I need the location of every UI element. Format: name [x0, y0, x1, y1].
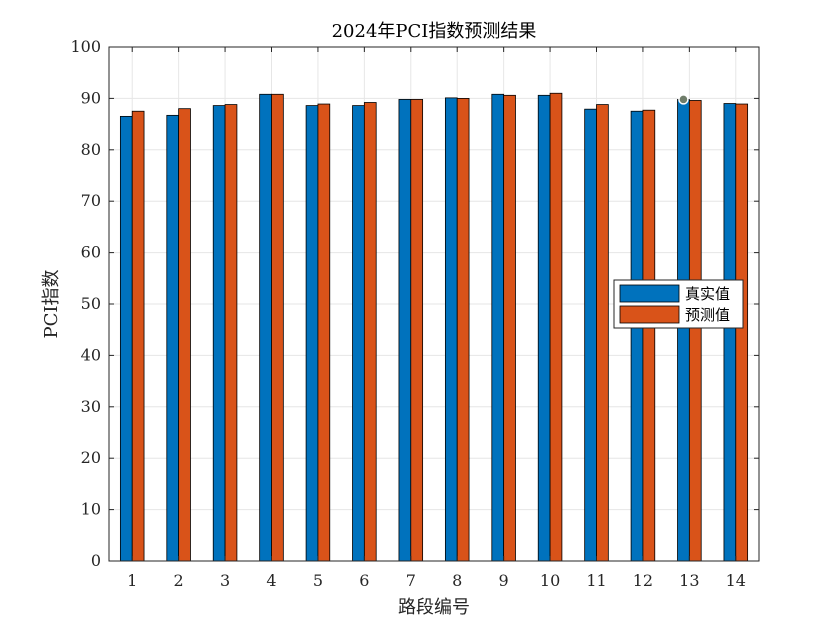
bar-real-6[interactable] [352, 105, 365, 562]
bar-predicted-9[interactable] [503, 94, 516, 562]
x-tick-label: 11 [586, 571, 606, 590]
y-axis-title: PCI指数 [41, 270, 62, 339]
y-tick-label: 50 [81, 294, 101, 313]
bar-real-10[interactable] [537, 94, 551, 562]
bar-real-4[interactable] [259, 93, 272, 562]
bar-predicted-3[interactable] [224, 104, 238, 562]
y-tick-labels: 0 10 20 30 40 50 60 70 80 90 100 [70, 37, 101, 570]
y-tick-label: 60 [81, 243, 101, 262]
x-tick-label: 14 [726, 571, 746, 590]
bar-predicted-13[interactable] [688, 100, 702, 562]
bar-real-13[interactable] [677, 99, 690, 562]
bar-predicted-1[interactable] [131, 110, 145, 562]
bar-real-1[interactable] [119, 115, 133, 562]
bar-predicted-8[interactable] [456, 98, 470, 562]
legend-swatch-real [619, 284, 680, 303]
x-tick-label: 10 [540, 571, 560, 590]
bar-real-11[interactable] [584, 108, 597, 562]
x-tick-label: 3 [220, 571, 230, 590]
bar-real-2[interactable] [166, 114, 180, 562]
legend[interactable]: 真实值 预测值 [613, 279, 744, 329]
y-tick-label: 40 [81, 345, 101, 364]
x-tick-label: 7 [406, 571, 416, 590]
bar-real-5[interactable] [305, 105, 319, 562]
y-tick-label: 90 [81, 88, 101, 107]
x-axis-title: 路段编号 [398, 597, 470, 618]
x-tick-labels: 1 2 3 4 5 6 7 8 9 10 11 12 13 14 [127, 571, 746, 590]
bar-real-7[interactable] [398, 99, 412, 562]
x-tick-label: 4 [266, 571, 276, 590]
x-tick-label: 1 [127, 571, 137, 590]
bar-predicted-6[interactable] [363, 102, 377, 562]
bar-real-8[interactable] [444, 97, 458, 562]
bar-predicted-2[interactable] [178, 108, 191, 562]
bar-predicted-10[interactable] [549, 92, 563, 562]
x-tick-label: 2 [174, 571, 184, 590]
y-tick-label: 80 [81, 140, 101, 159]
x-tick-label: 8 [452, 571, 462, 590]
y-tick-label: 0 [91, 551, 101, 570]
bar-predicted-7[interactable] [410, 99, 424, 562]
y-tick-label: 20 [81, 448, 101, 467]
bar-real-12[interactable] [630, 110, 644, 562]
bar-predicted-5[interactable] [317, 103, 331, 562]
y-tick-label: 70 [81, 191, 101, 210]
legend-label-real: 真实值 [685, 285, 730, 303]
bar-real-3[interactable] [212, 105, 226, 562]
x-tick-label: 6 [359, 571, 369, 590]
legend-label-predicted: 预测值 [685, 306, 730, 324]
bar-predicted-12[interactable] [642, 109, 656, 562]
bar-real-9[interactable] [491, 93, 505, 562]
bar-predicted-11[interactable] [596, 104, 609, 562]
y-tick-label: 10 [81, 500, 101, 519]
x-tick-label: 13 [679, 571, 699, 590]
chart-title: 2024年PCI指数预测结果 [332, 21, 537, 42]
y-tick-label: 100 [70, 37, 101, 56]
x-tick-label: 5 [313, 571, 323, 590]
datatip-dot[interactable] [678, 94, 689, 105]
bar-predicted-14[interactable] [735, 103, 749, 562]
datatip-marker[interactable] [678, 94, 689, 105]
y-tick-label: 30 [81, 397, 101, 416]
axes [109, 46, 759, 562]
x-tick-label: 9 [499, 571, 509, 590]
bar-predicted-4[interactable] [271, 93, 284, 562]
bars [119, 92, 749, 562]
legend-swatch-predicted [619, 305, 680, 324]
bar-real-14[interactable] [723, 103, 737, 562]
x-tick-label: 12 [633, 571, 653, 590]
